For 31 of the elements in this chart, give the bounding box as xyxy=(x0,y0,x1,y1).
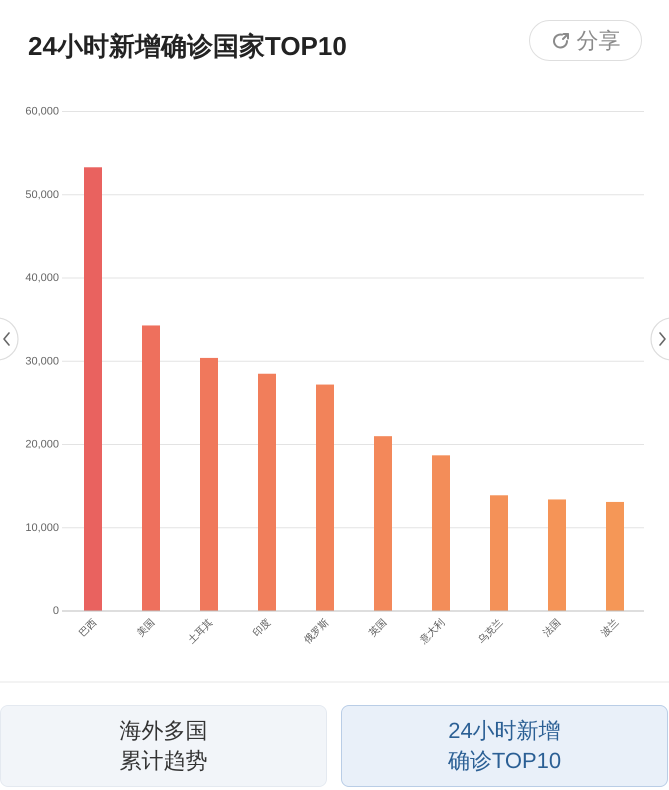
y-tick-label: 50,000 xyxy=(25,188,59,201)
bar xyxy=(316,384,334,611)
x-tick-label: 俄罗斯 xyxy=(301,616,332,646)
bar xyxy=(258,374,276,611)
tab-button: 海外多国累计趋势 xyxy=(0,705,327,787)
x-tick-label: 意大利 xyxy=(416,616,448,648)
bar xyxy=(548,499,566,611)
bar xyxy=(84,167,102,611)
bar xyxy=(200,358,218,611)
x-tick-label: 乌克兰 xyxy=(475,616,506,646)
x-tick-label: 土耳其 xyxy=(185,616,216,646)
x-tick-label: 波兰 xyxy=(598,616,622,640)
chart-title: 24小时新增确诊国家TOP10 xyxy=(28,31,347,61)
bar xyxy=(142,325,160,611)
bar xyxy=(374,436,392,611)
tab-button: 24小时新增确诊TOP10 xyxy=(341,705,668,787)
bar xyxy=(606,502,624,611)
bar xyxy=(490,495,508,611)
y-tick-label: 10,000 xyxy=(25,522,59,534)
x-tick-label: 英国 xyxy=(366,616,390,640)
bar xyxy=(432,455,450,611)
y-tick-label: 60,000 xyxy=(25,106,59,118)
x-tick-label: 巴西 xyxy=(77,617,100,640)
x-tick-label: 美国 xyxy=(134,616,158,640)
y-tick-label: 30,000 xyxy=(25,355,59,368)
x-tick-label: 法国 xyxy=(540,616,564,640)
y-tick-label: 40,000 xyxy=(25,272,59,284)
y-tick-label: 20,000 xyxy=(25,438,59,450)
y-tick-label: 0 xyxy=(52,605,59,617)
x-tick-label: 印度 xyxy=(250,616,274,640)
share-button: 分享 xyxy=(529,20,642,61)
